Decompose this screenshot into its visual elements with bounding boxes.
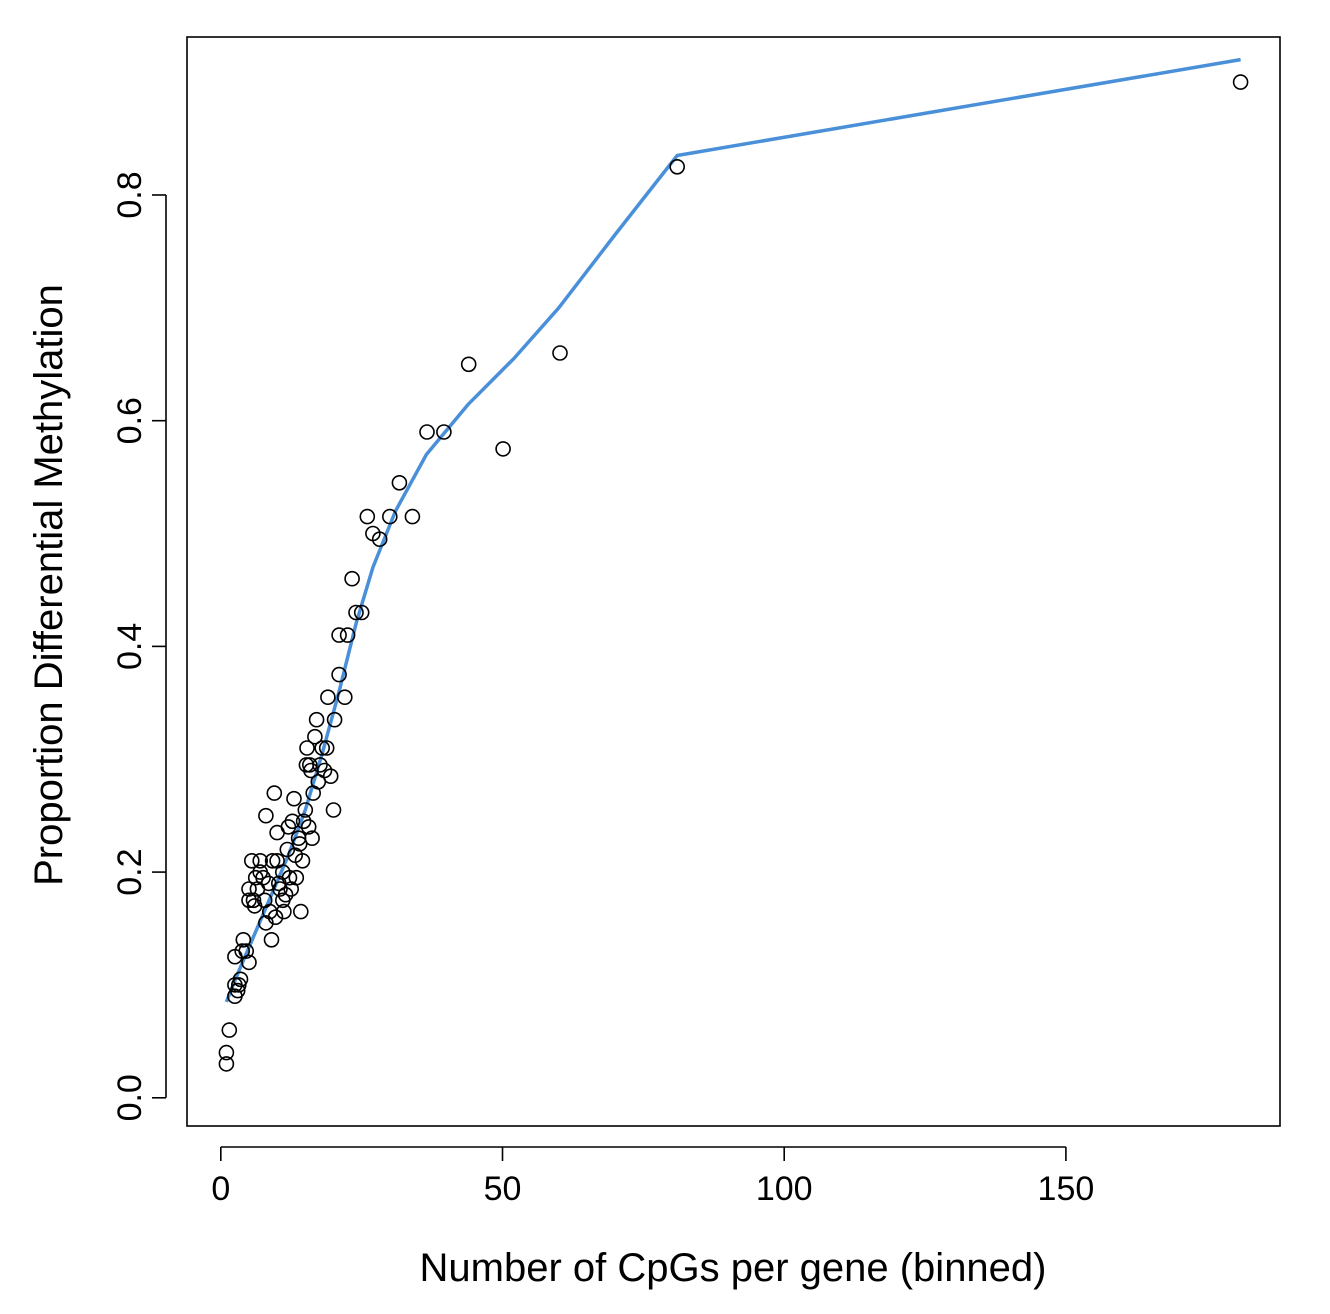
data-point [277, 886, 294, 903]
fit-line-layer [224, 57, 1241, 1003]
y-axis: 0.0 0.2 0.4 0.6 0.8 [111, 171, 167, 1121]
data-point [325, 802, 342, 818]
data-point [252, 852, 269, 869]
data-point [460, 356, 477, 373]
data-point [218, 1044, 235, 1061]
data-point [288, 869, 305, 886]
y-tick-label: 0.8 [111, 171, 149, 218]
data-point [234, 943, 250, 959]
data-point [276, 903, 292, 920]
plot-frame [186, 36, 1281, 1127]
data-point [312, 757, 328, 773]
data-point [318, 740, 335, 756]
data-point [344, 570, 360, 587]
data-point [348, 604, 364, 621]
y-axis-label: Proportion Differential Methylation [27, 284, 71, 886]
data-point [308, 711, 325, 728]
data-point [281, 869, 298, 886]
data-point [359, 508, 376, 525]
y-tick-label: 0.4 [111, 623, 149, 670]
data-point [221, 1022, 238, 1038]
data-point [391, 474, 408, 491]
data-point [304, 830, 320, 847]
data-point [307, 728, 323, 745]
data-point [353, 604, 370, 621]
data-point [247, 869, 264, 886]
data-point [294, 852, 311, 869]
data-point [291, 836, 308, 852]
x-axis-label: Number of CpGs per gene (binned) [420, 1246, 1047, 1290]
y-tick-label: 0.0 [111, 1074, 149, 1121]
x-tick-label: 50 [484, 1170, 522, 1208]
data-point [336, 689, 353, 706]
data-point [238, 943, 254, 959]
data-point [241, 892, 257, 909]
fit-line [224, 57, 1241, 1003]
data-point [284, 813, 301, 830]
x-tick-label: 100 [756, 1170, 813, 1208]
data-point [301, 757, 318, 773]
data-point [320, 689, 336, 706]
x-tick-label: 0 [211, 1170, 230, 1208]
data-point [326, 711, 343, 728]
data-point [235, 931, 252, 948]
data-point [1232, 74, 1249, 90]
data-point [322, 768, 339, 785]
data-point [297, 802, 314, 818]
data-point [300, 819, 317, 835]
data-point [218, 1056, 235, 1072]
data-point [229, 982, 246, 999]
data-point [339, 627, 356, 643]
data-point [263, 931, 280, 948]
points-layer [218, 74, 1249, 1072]
data-point [241, 954, 257, 971]
data-point [258, 807, 274, 824]
data-point [292, 903, 309, 920]
data-point [244, 852, 260, 869]
data-point [436, 424, 452, 440]
data-point [255, 869, 271, 886]
data-point [295, 813, 312, 830]
data-point [669, 159, 686, 175]
data-point [286, 790, 302, 807]
data-point [299, 740, 315, 756]
data-point [552, 345, 568, 361]
data-point [404, 508, 421, 525]
data-point [232, 971, 249, 988]
data-point [381, 508, 398, 525]
data-point [267, 909, 284, 926]
data-point [266, 785, 283, 801]
x-axis: 0 50 100 150 [211, 1146, 1095, 1208]
y-tick-label: 0.2 [111, 848, 149, 895]
data-point [272, 881, 288, 897]
data-point [331, 666, 347, 683]
data-point [495, 441, 511, 457]
data-point [264, 852, 281, 869]
data-point [245, 892, 262, 909]
data-point [371, 531, 388, 548]
data-point [331, 627, 347, 643]
data-point [314, 740, 331, 756]
x-tick-label: 150 [1038, 1170, 1095, 1208]
data-point [419, 424, 435, 440]
y-tick-label: 0.6 [111, 397, 149, 444]
